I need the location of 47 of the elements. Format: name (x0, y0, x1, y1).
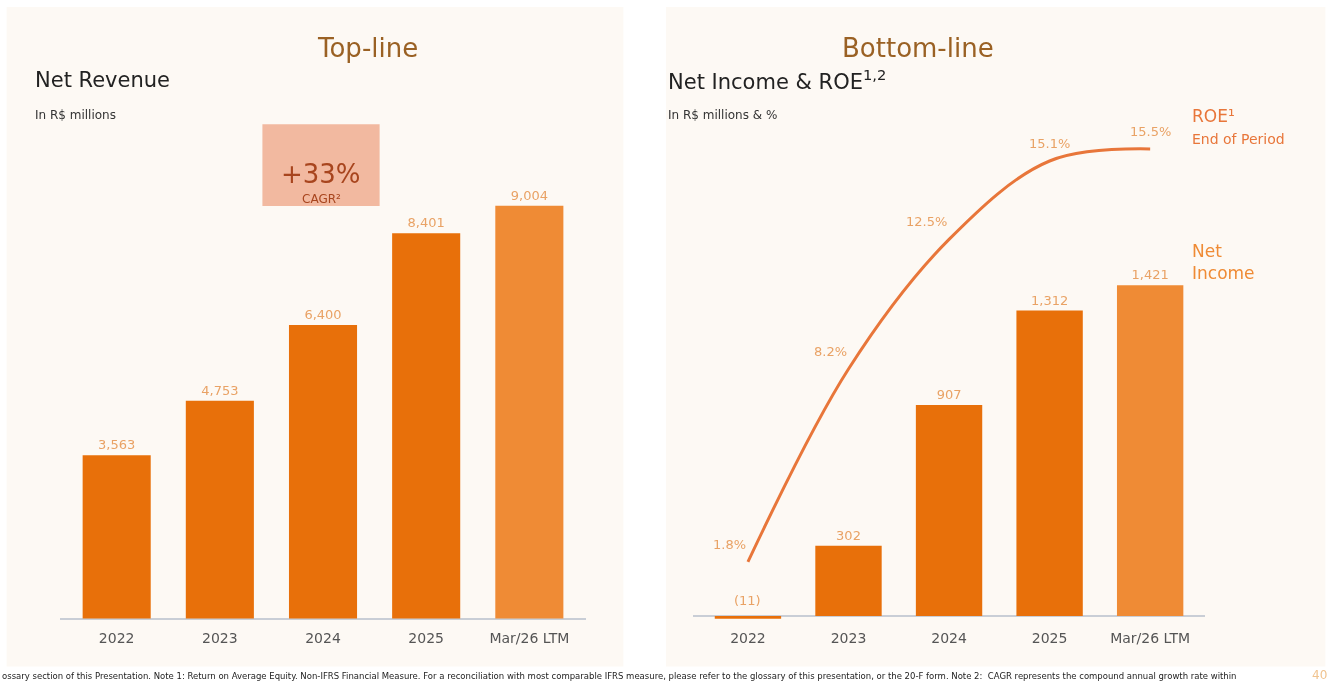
chart-subtitle: In R$ millions & % (668, 108, 778, 122)
text: +33% (281, 159, 361, 189)
bar (1116, 285, 1184, 617)
data-label: 3,563 (98, 437, 136, 453)
data-label: 1,312 (1031, 292, 1069, 308)
data-label: 1.8% (713, 537, 747, 552)
data-label: 302 (836, 527, 861, 543)
text: Bottom-line (842, 33, 994, 63)
bar (392, 233, 461, 619)
data-label: 8,401 (407, 215, 445, 231)
chart-title: Net Income & ROE$^{1,2}$ (668, 66, 887, 94)
data-label: 907 (936, 386, 962, 402)
text: Top-line (317, 33, 419, 63)
series-label: Net Income (1192, 241, 1255, 284)
bar (82, 455, 151, 619)
x-tick-label: 2022 (98, 630, 135, 647)
data-label: 9,004 (510, 187, 548, 203)
data-label: 6,400 (304, 307, 342, 323)
x-tick-label: 2022 (730, 630, 766, 647)
bar (815, 545, 882, 617)
x-tick-label: 2024 (305, 630, 341, 647)
annotation: CAGR² (302, 192, 342, 206)
data-label: 12.5% (906, 214, 948, 229)
x-tick-label: 2024 (931, 630, 967, 647)
bar (714, 616, 782, 619)
text: ossary section of this Presentation. Note 1: Return on Average Equity. Non-IFRS Financial Measure. For a reconciliation with most comparable IFRS measure, please refer to the glossary of this presentation, or the 20-F form. Note 2: CAGR represents the compound annual growth rate within (2, 671, 1237, 681)
x-tick-label: Mar/26 LTM (489, 630, 570, 647)
x-tick-label: 2025 (1031, 630, 1068, 647)
data-label: 15.5% (1130, 124, 1172, 139)
bar (915, 404, 983, 617)
chart-subtitle: In R$ millions (35, 108, 116, 122)
bar (495, 205, 564, 619)
data-label: 4,753 (201, 382, 239, 398)
bar (288, 325, 358, 619)
bar (185, 400, 254, 619)
x-tick-label: 2023 (202, 630, 238, 647)
data-label: 15.1% (1029, 136, 1071, 151)
text: ROE¹ End of Period (1192, 106, 1285, 148)
x-tick-label: 2025 (408, 630, 444, 647)
data-label: (11) (734, 593, 761, 608)
chart-title: Net Revenue (35, 68, 170, 92)
text: 40 (1312, 668, 1328, 682)
x-tick-label: Mar/26 LTM (1110, 630, 1191, 647)
x-tick-label: 2023 (830, 630, 867, 647)
data-label: 8.2% (814, 344, 848, 359)
data-label: 1,421 (1131, 267, 1169, 283)
bar (1016, 310, 1083, 617)
